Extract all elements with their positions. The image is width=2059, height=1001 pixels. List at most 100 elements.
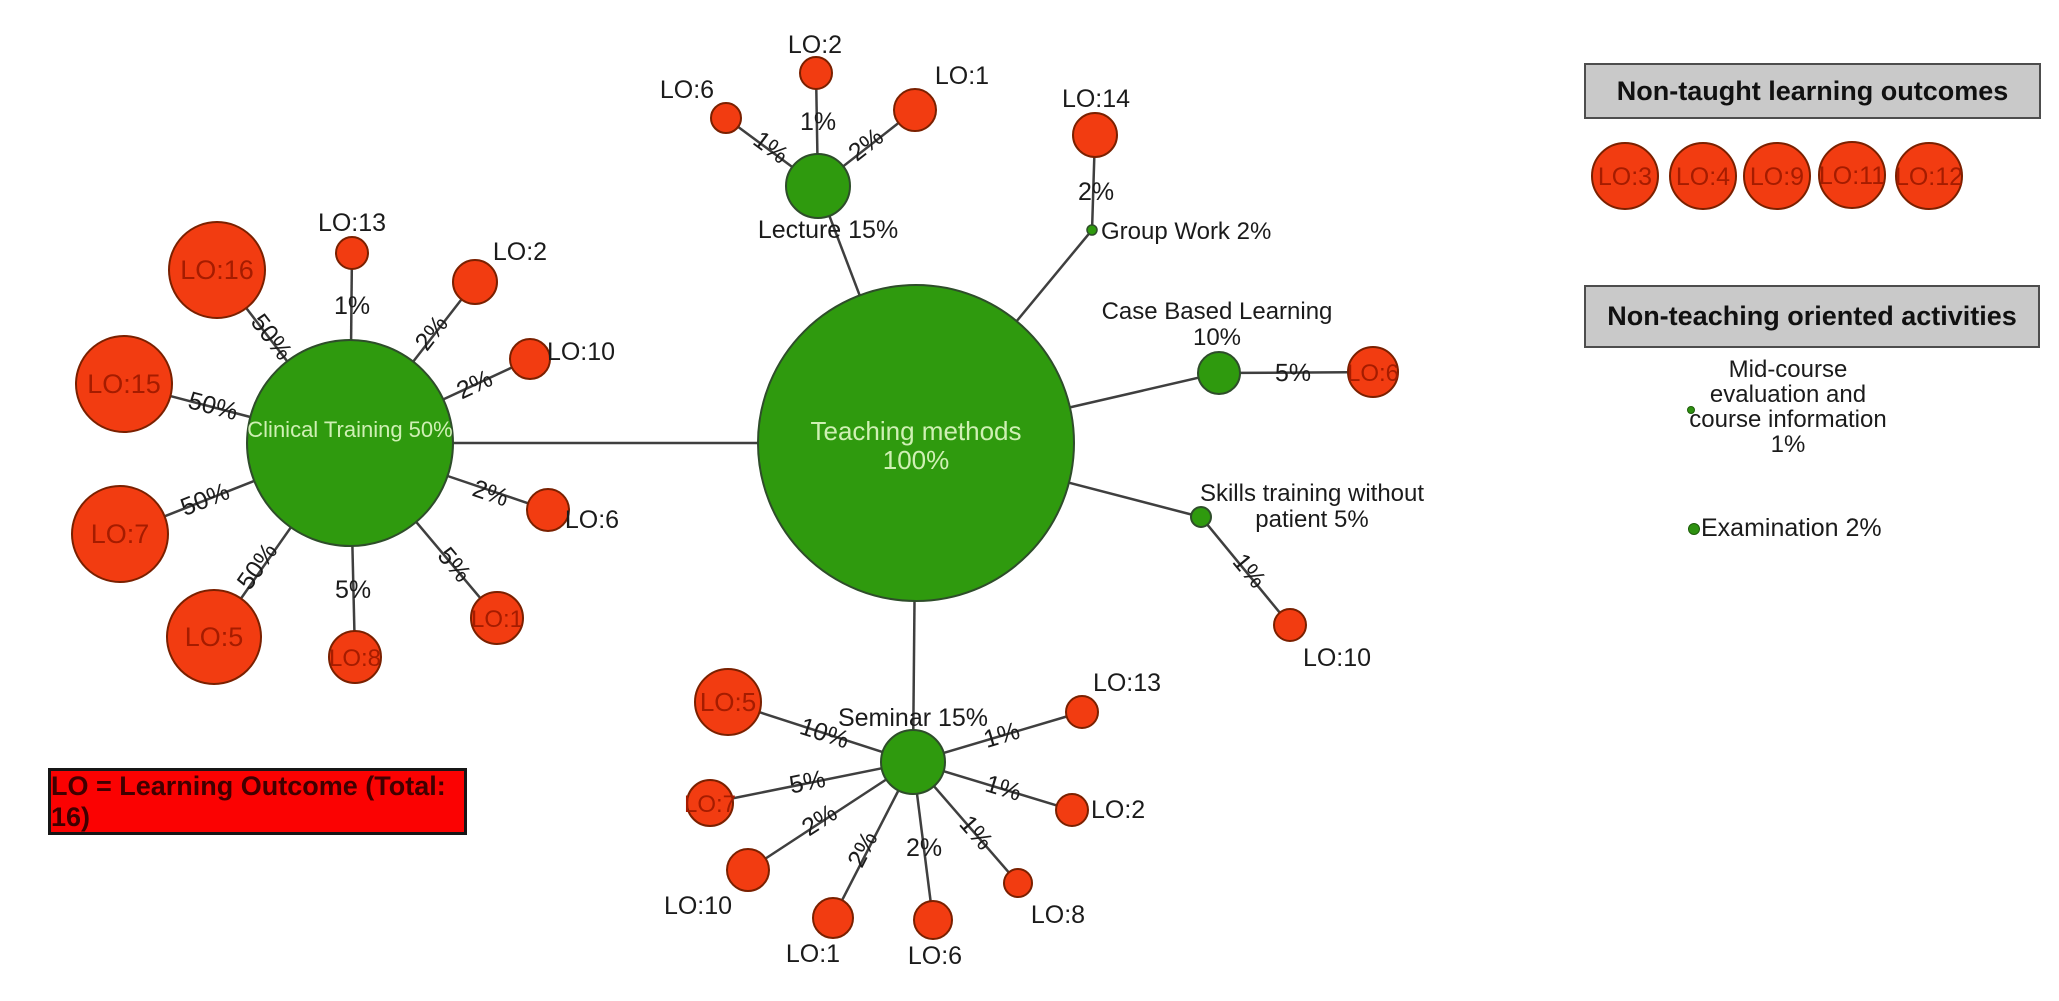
edge-label-groupwork-g14: 2%	[1078, 178, 1114, 206]
edge-clinical-c5c	[239, 526, 292, 600]
node-c15-circle	[75, 335, 173, 433]
node-s10-circle	[1273, 608, 1307, 642]
node-nt12-circle	[1895, 142, 1963, 210]
edge-skills-s10	[1206, 523, 1281, 614]
edge-label-seminar-se10: 2%	[797, 799, 843, 842]
label-teaching-1: 100%	[883, 445, 950, 475]
examination-bullet-dot-icon	[1688, 522, 1700, 535]
label-c1c: LO:1	[471, 606, 523, 633]
label-se13: LO:13	[1093, 669, 1161, 697]
edge-clinical-c6c	[447, 474, 529, 505]
node-groupwork-circle	[1086, 224, 1098, 236]
edge-label-clinical-c13: 1%	[334, 292, 370, 320]
label-se1: LO:1	[786, 940, 840, 968]
node-c8c-circle	[328, 630, 382, 684]
node-nt4-circle	[1669, 142, 1737, 210]
label-se7: LO:7	[684, 791, 736, 818]
edge-clinical-c13	[349, 268, 354, 341]
node-se13-circle	[1065, 695, 1099, 729]
label-se10: LO:10	[664, 892, 732, 920]
label-teaching-0: Teaching methods	[810, 416, 1021, 446]
label-c15: LO:15	[87, 369, 161, 399]
node-se7-circle	[686, 779, 734, 827]
node-clinical-circle	[246, 339, 454, 547]
edge-lecture-l6	[737, 125, 794, 169]
node-c1c-circle	[470, 591, 524, 645]
edge-label-lecture-l2: 1%	[800, 108, 836, 136]
midcourse-item: Mid-course evaluation and course informa…	[1678, 357, 1898, 457]
label-se5: LO:5	[700, 687, 756, 717]
edge-clinical-c1c	[415, 521, 482, 599]
node-c2c-circle	[452, 259, 498, 305]
midcourse-line: Mid-course	[1728, 356, 1848, 383]
edge-clinical-c8c	[351, 545, 356, 632]
midcourse-bullet-dot-icon	[1687, 406, 1695, 414]
label-g14: LO:14	[1062, 85, 1130, 113]
label-se8: LO:8	[1031, 901, 1085, 929]
node-se5-circle	[694, 668, 762, 736]
node-se1-circle	[812, 897, 854, 939]
label-c6c: LO:6	[565, 506, 619, 534]
label-cb6: LO:6	[1347, 360, 1399, 387]
label-skills-0: Skills training without	[1200, 480, 1424, 507]
label-lecture: Lecture 15%	[758, 216, 898, 244]
edge-teaching-lecture	[828, 215, 861, 296]
node-teaching-circle	[757, 284, 1075, 602]
label-c16: LO:16	[180, 255, 254, 285]
node-c7c-circle	[71, 485, 169, 583]
edge-teaching-casebased	[1069, 376, 1199, 409]
edge-clinical-c16	[245, 307, 289, 363]
node-c6c-circle	[526, 488, 570, 532]
label-casebased-1: 10%	[1193, 324, 1241, 351]
label-c7c: LO:7	[91, 519, 150, 549]
node-nt9-circle	[1743, 142, 1811, 210]
label-c2c: LO:2	[493, 238, 547, 266]
node-se10-circle	[726, 848, 770, 892]
label-s10: LO:10	[1303, 644, 1371, 672]
node-nt11-circle	[1818, 141, 1886, 209]
node-c5c-circle	[166, 589, 262, 685]
label-nt9: LO:9	[1750, 163, 1804, 191]
edge-label-casebased-cb6: 5%	[1275, 359, 1311, 387]
edge-seminar-se1	[840, 789, 900, 901]
edge-casebased-cb6	[1239, 370, 1349, 375]
non-taught-title: Non-taught learning outcomes	[1616, 75, 2009, 106]
edge-label-clinical-c7c: 50%	[177, 477, 234, 521]
edge-label-clinical-c10c: 2%	[452, 364, 497, 405]
edge-label-seminar-se6: 2%	[906, 834, 942, 862]
edge-clinical-c15	[170, 394, 251, 419]
label-l1: LO:1	[935, 62, 989, 90]
node-nt3-circle	[1591, 142, 1659, 210]
label-casebased-0: Case Based Learning	[1102, 298, 1333, 325]
edge-teaching-groupwork	[1015, 233, 1090, 322]
node-c10c-circle	[509, 338, 551, 380]
label-nt12: LO:12	[1895, 163, 1963, 191]
edge-seminar-se8	[933, 785, 1010, 874]
edge-seminar-se6	[915, 793, 932, 902]
label-c10c: LO:10	[547, 338, 615, 366]
label-l6: LO:6	[660, 76, 714, 104]
examination-item: Examination 2%	[1688, 514, 1882, 543]
label-nt4: LO:4	[1676, 163, 1730, 191]
legend-box: LO = Learning Outcome (Total: 16)	[48, 768, 467, 835]
node-casebased-circle	[1197, 351, 1241, 395]
edge-seminar-se10	[764, 778, 887, 860]
node-c16-circle	[168, 221, 266, 319]
midcourse-line: course information	[1689, 406, 1887, 433]
node-l1-circle	[893, 88, 937, 132]
node-se2-circle	[1055, 793, 1089, 827]
node-l2-circle	[799, 56, 833, 90]
edge-label-clinical-c8c: 5%	[335, 576, 371, 604]
label-c13: LO:13	[318, 209, 386, 237]
midcourse-line: 1%	[1770, 431, 1806, 458]
non-teaching-title: Non-teaching oriented activities	[1607, 301, 2017, 331]
non-teaching-header: Non-teaching oriented activities	[1584, 285, 2040, 348]
edge-seminar-se5	[759, 711, 883, 754]
label-se6: LO:6	[908, 942, 962, 970]
node-se8-circle	[1003, 868, 1033, 898]
edge-clinical-c2c	[412, 298, 463, 363]
node-c13-circle	[335, 236, 369, 270]
legend-text: LO = Learning Outcome (Total: 16)	[51, 770, 446, 832]
